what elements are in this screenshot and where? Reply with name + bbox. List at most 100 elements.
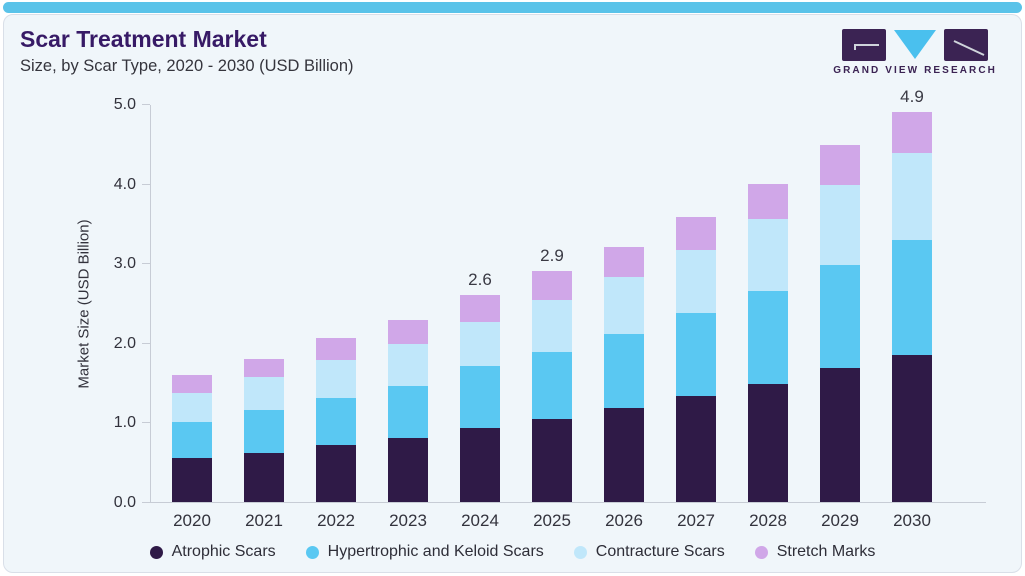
bar-segment (388, 344, 428, 386)
y-axis-line (150, 105, 151, 503)
y-tick-label: 1.0 (113, 414, 136, 432)
y-axis-title: Market Size (USD Billion) (75, 219, 93, 389)
bar-segment (172, 422, 212, 459)
x-axis-category-label: 2029 (821, 511, 859, 530)
bar-segment (820, 264, 860, 369)
legend-dot-icon (754, 545, 768, 559)
bars-container: 2020 2021 2022 2023 2.6 2024 2.9 2025 2026 2027 20… (172, 87, 932, 530)
x-axis-category-label: 2024 (461, 511, 499, 530)
bar-segment (388, 438, 428, 502)
x-axis-category-label: 2023 (389, 511, 427, 530)
bar-segment (748, 291, 788, 385)
legend-dot-icon (149, 545, 163, 559)
x-axis-category-label: 2030 (893, 511, 931, 530)
x-axis-category-label: 2020 (173, 511, 211, 530)
bar-stack: 2.9 2025 (532, 246, 572, 530)
legend-label: Atrophic Scars (171, 543, 276, 560)
legend: Atrophic Scars Hypertrophic and Keloid Sc… (4, 543, 1021, 561)
legend-dot-icon (305, 545, 319, 559)
page-title: Scar Treatment Market (20, 26, 267, 52)
legend-label: Stretch Marks (776, 543, 876, 560)
y-tick (142, 422, 150, 424)
bar-segment (316, 338, 356, 361)
bar-segment (244, 377, 284, 411)
legend-label: Hypertrophic and Keloid Scars (327, 543, 544, 560)
logo-r-block-icon (944, 29, 989, 61)
bar-stack: 2026 (604, 247, 644, 530)
bar-stack: 2029 (820, 145, 860, 530)
y-tick-label: 0.0 (113, 494, 136, 511)
bar-stack: 2021 (244, 358, 284, 530)
legend-item: Contracture Scars (573, 543, 725, 561)
legend-item: Atrophic Scars (149, 543, 276, 561)
bar-stack: 2.6 2024 (460, 270, 500, 530)
bar-segment (820, 368, 860, 502)
bar-segment (532, 352, 572, 420)
logo-v-triangle-icon (894, 30, 937, 59)
bar-segment (604, 276, 644, 335)
bar-segment (172, 392, 212, 423)
bar-segment (460, 295, 500, 323)
total-label: 2.6 (468, 270, 492, 290)
bar-segment (892, 240, 932, 355)
bar-segment (892, 153, 932, 241)
bar-segment (748, 219, 788, 292)
bar-segment (316, 445, 356, 502)
header: Scar Treatment Market Size, by Scar Type… (20, 25, 1001, 76)
bar-segment (676, 249, 716, 314)
bar-segment (748, 384, 788, 502)
bar-segment (676, 396, 716, 502)
page-subtitle: Size, by Scar Type, 2020 - 2030 (USD Bil… (20, 57, 354, 75)
y-tick (142, 263, 150, 265)
bar-segment (604, 247, 644, 277)
bar-segment (532, 299, 572, 353)
bar-segment (244, 410, 284, 453)
y-tick-label: 5.0 (113, 96, 136, 113)
x-axis-category-label: 2028 (749, 511, 787, 530)
y-tick (142, 183, 150, 185)
bar-segment (532, 271, 572, 300)
accent-bar (3, 2, 1022, 13)
plot-area: Market Size (USD Billion) 2020 2021 2022 20… (76, 87, 986, 530)
bar-segment (316, 397, 356, 446)
bar-segment (676, 313, 716, 397)
bar-segment (820, 145, 860, 186)
bar-segment (460, 365, 500, 428)
total-label: 4.9 (900, 87, 924, 106)
x-axis-category-label: 2025 (533, 511, 571, 530)
bar-segment (316, 360, 356, 398)
bar-segment (604, 334, 644, 409)
legend-label: Contracture Scars (595, 543, 725, 560)
x-axis-category-label: 2021 (245, 511, 283, 530)
bar-segment (604, 408, 644, 502)
y-tick-label: 3.0 (113, 255, 136, 273)
x-axis-category-label: 2027 (677, 511, 715, 530)
gvr-logo-text: GRAND VIEW RESEARCH (833, 65, 997, 76)
logo-r-stroke-icon (953, 40, 985, 56)
total-label: 2.9 (540, 246, 564, 266)
bar-segment (892, 112, 932, 154)
logo-g-stroke-icon (854, 44, 880, 50)
x-axis-category-label: 2026 (605, 511, 643, 530)
bar-segment (244, 452, 284, 502)
y-tick (142, 342, 150, 344)
bar-segment (460, 427, 500, 502)
y-tick-label: 4.0 (113, 175, 136, 193)
bar-segment (460, 322, 500, 366)
bar-segment (388, 319, 428, 345)
bar-stack: 2022 (316, 338, 356, 530)
bar-segment (820, 185, 860, 265)
bar-stack: 2020 (172, 375, 212, 530)
y-tick (142, 104, 150, 105)
gvr-logo-mark-icon (842, 29, 989, 61)
title-block: Scar Treatment Market Size, by Scar Type… (20, 25, 354, 76)
y-tick (142, 502, 150, 503)
bar-segment (172, 458, 212, 502)
bar-segment (388, 385, 428, 439)
bar-segment (532, 419, 572, 502)
legend-dot-icon (573, 545, 587, 559)
bar-stack: 4.9 2030 (892, 87, 932, 530)
legend-item: Stretch Marks (754, 543, 876, 561)
bar-segment (892, 354, 932, 502)
gvr-logo: GRAND VIEW RESEARCH (833, 29, 997, 76)
